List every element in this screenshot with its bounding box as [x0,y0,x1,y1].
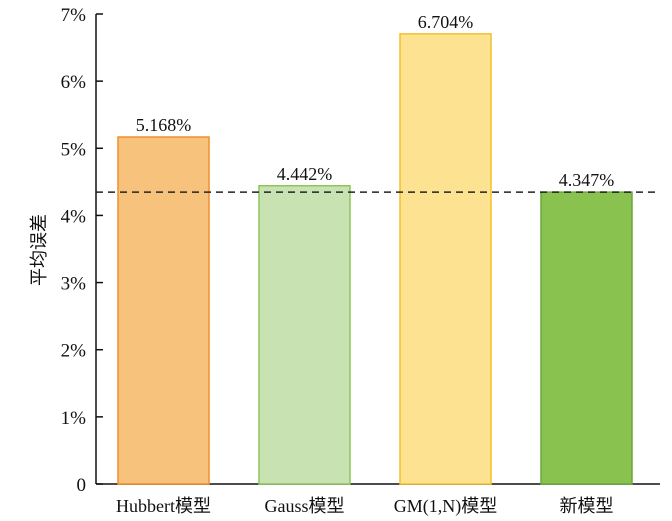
bars [117,33,633,485]
y-tick-label: 6% [61,72,87,93]
y-tick-label: 7% [61,5,87,26]
y-axis-title: 平均误差 [29,214,50,286]
x-category-label: Gauss模型 [265,496,345,516]
x-category-label: Hubbert模型 [116,496,211,516]
bar-4 [540,191,633,485]
data-label: 4.347% [559,170,615,190]
y-tick-label: 2% [61,341,87,362]
data-label: 6.704% [418,12,474,32]
y-ticks: 0 1% 2% 3% 4% 5% 6% 7% [61,5,103,496]
data-labels: 5.168% 4.442% 6.704% 4.347% [136,12,615,190]
y-tick-label: 1% [61,408,87,429]
data-label: 5.168% [136,115,192,135]
x-category-label: GM(1,N)模型 [394,496,498,517]
y-tick-label: 4% [61,206,87,227]
bar-1 [117,136,210,485]
bar-2 [258,185,351,485]
data-label: 4.442% [277,164,333,184]
y-axis: 0 1% 2% 3% 4% 5% 6% 7% [61,5,103,496]
y-tick-label: 3% [61,274,87,295]
y-tick-label: 0 [77,475,87,496]
y-tick-label: 5% [61,139,87,160]
bar-3 [399,33,492,485]
x-category-label: 新模型 [560,496,614,516]
